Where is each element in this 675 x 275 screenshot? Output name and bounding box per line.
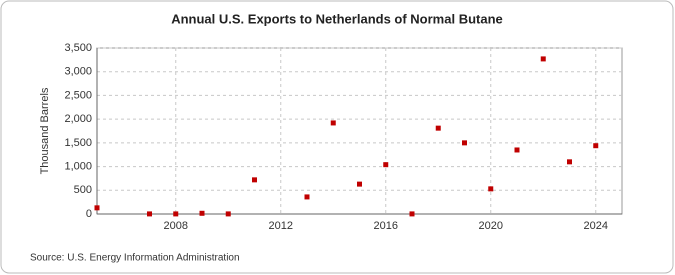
point [567,159,572,165]
source-note: Source: U.S. Energy Information Administ… [30,253,240,264]
y-tick-label: 0 [86,208,92,220]
point [357,181,362,187]
y-tick-label: 2,500 [64,89,92,101]
point [435,125,441,131]
point [199,210,205,216]
y-tick-label: 1,500 [64,137,92,149]
point [488,186,494,192]
point [593,143,599,149]
point [514,147,520,153]
y-axis-label: Thousand Barrels [39,87,51,174]
point [330,120,336,126]
point [94,205,100,211]
y-tick-label: 500 [74,184,92,196]
x-tick-label: 2024 [584,220,608,232]
y-tick-label: 2,000 [64,113,92,125]
point [540,56,546,62]
chart-title: Annual U.S. Exports to Netherlands of No… [171,11,503,26]
point [225,211,231,217]
point [173,211,179,217]
point [147,211,152,217]
point [252,177,257,183]
y-tick-label: 3,000 [64,66,92,78]
point [383,162,389,168]
y-tick-label: 3,500 [64,42,92,54]
point [304,194,310,200]
x-tick-label: 2012 [269,220,293,232]
point [462,140,467,146]
x-tick-label: 2008 [164,220,188,232]
point [409,211,415,217]
y-tick-label: 1,000 [64,160,92,172]
x-tick-label: 2020 [479,220,503,232]
x-tick-label: 2016 [374,220,398,232]
